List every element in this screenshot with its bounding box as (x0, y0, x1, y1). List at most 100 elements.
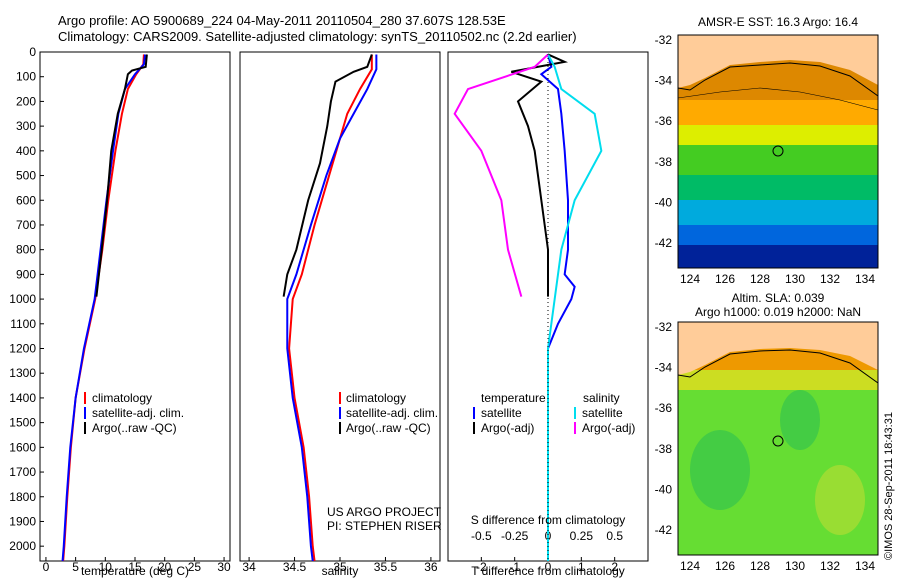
map-y-tick-label: -36 (655, 114, 673, 128)
x-tick-label: 2 (611, 560, 618, 574)
y-tick-label: 1300 (9, 366, 36, 380)
x-tick-label: -1 (509, 560, 520, 574)
map-y-tick-label: -42 (655, 236, 673, 250)
legend-label: Argo(..raw -QC) (92, 421, 177, 435)
series-line-climatology (288, 54, 373, 561)
series-line-temperature-argo-adj- (511, 53, 569, 297)
x-tick-label: 15 (128, 560, 142, 574)
legend-label: satellite-adj. clim. (92, 406, 184, 420)
x-tick-label: 35.5 (374, 560, 398, 574)
map-x-tick-label: 126 (715, 272, 735, 286)
legend-label: satellite (481, 406, 522, 420)
y-tick-label: 900 (16, 267, 36, 281)
series-line-climatology (62, 54, 145, 561)
legend-header-salinity: salinity (583, 391, 620, 405)
x-tick-label: 20 (158, 560, 172, 574)
map-y-tick-label: -40 (655, 195, 673, 209)
salinity-legend: climatology satellite-adj. clim. Argo(..… (339, 391, 438, 435)
y-tick-label: 700 (16, 218, 36, 232)
pi-label: PI: STEPHEN RISER (327, 519, 442, 533)
difference-series (453, 53, 603, 561)
sst-map-title: AMSR-E SST: 16.3 Argo: 16.4 (698, 15, 858, 29)
x-top-tick-label: 0.5 (606, 529, 623, 543)
map-y-tick-label: -40 (655, 482, 673, 496)
y-tick-label: 500 (16, 169, 36, 183)
x-tick-label: 36 (424, 560, 438, 574)
y-tick-label: 100 (16, 70, 36, 84)
y-tick-label: 0 (29, 45, 36, 59)
map-x-tick-label: 128 (750, 272, 770, 286)
y-tick-label: 1800 (9, 490, 36, 504)
sst-map-frame (677, 34, 879, 269)
y-tick-label: 600 (16, 193, 36, 207)
map-y-tick-label: -32 (655, 320, 673, 334)
difference-legend: temperature salinity satellite Argo(-adj… (473, 391, 635, 435)
legend-label: Argo(-adj) (481, 421, 534, 435)
y-tick-label: 2000 (9, 539, 36, 553)
y-tick-label: 200 (16, 94, 36, 108)
x-tick-label: 0 (545, 560, 552, 574)
x-tick-label: 34 (242, 560, 256, 574)
sla-map-frame (677, 321, 879, 556)
x-tick-label: 0 (43, 560, 50, 574)
series-line-satellite-adj-clim- (61, 54, 147, 561)
salinity-panel-frame (239, 51, 441, 562)
y-tick-label: 1400 (9, 391, 36, 405)
legend-label: satellite-adj. clim. (346, 406, 438, 420)
legend-label: climatology (346, 391, 406, 405)
y-tick-label: 1000 (9, 292, 36, 306)
x-tick-label: 10 (99, 560, 113, 574)
series-line-argo-raw-qc- (282, 54, 373, 297)
project-label: US ARGO PROJECT (327, 505, 442, 519)
difference-top-xlabel: S difference from climatology (471, 513, 626, 527)
x-tick-label: 30 (217, 560, 231, 574)
series-line-salinity-argo-adj- (453, 53, 549, 297)
map-axes: -32 -34 -36 -38 -40 -42 124 126 128 130 132 134 -32 -… (655, 33, 876, 573)
temperature-legend: climatology satellite-adj. clim. Argo(..… (84, 391, 184, 435)
series-line-temperature-satellite (539, 54, 576, 561)
x-tick-label: -2 (476, 560, 487, 574)
map-x-tick-label: 134 (855, 559, 875, 573)
map-x-tick-label: 124 (680, 272, 700, 286)
x-top-tick-label: -0.25 (501, 529, 529, 543)
difference-xlabel: T difference from climatology (471, 564, 625, 578)
map-x-tick-label: 132 (820, 272, 840, 286)
y-tick-label: 300 (16, 119, 36, 133)
y-tick-label: 1600 (9, 440, 36, 454)
map-x-tick-label: 124 (680, 559, 700, 573)
salinity-xlabel: salinity (322, 564, 359, 578)
argo-location-marker (772, 435, 784, 447)
x-tick-label: 1 (578, 560, 585, 574)
temperature-xlabel: temperature (deg C) (81, 564, 189, 578)
argo-location-marker (772, 145, 784, 157)
x-tick-label: 34.5 (283, 560, 307, 574)
y-tick-label: 400 (16, 144, 36, 158)
series-line-argo-raw-qc- (95, 54, 148, 297)
difference-x-axis: -2 -1 0 1 2-0.5 -0.25 0 0.25 0.5 (471, 529, 623, 574)
x-top-tick-label: -0.5 (471, 529, 492, 543)
y-tick-label: 1200 (9, 342, 36, 356)
y-tick-label: 1900 (9, 514, 36, 528)
depth-axis: 0 100 200 300 400 500 600 700 800 900 1000 1100 1200… (9, 45, 44, 553)
sla-map-image (678, 322, 878, 555)
map-x-tick-label: 130 (785, 272, 805, 286)
x-top-tick-label: 0.25 (570, 529, 594, 543)
header-line-1: Argo profile: AO 5900689_224 04-May-2011… (58, 13, 506, 28)
legend-header-temperature: temperature (481, 391, 546, 405)
imos-timestamp: ©IMOS 28-Sep-2011 18:43:31 (883, 412, 895, 560)
sst-map-image (678, 35, 878, 268)
y-tick-label: 1700 (9, 465, 36, 479)
series-line-satellite-adj-clim- (286, 54, 378, 561)
map-y-tick-label: -36 (655, 401, 673, 415)
legend-label: Argo(-adj) (582, 421, 635, 435)
map-x-tick-label: 134 (855, 272, 875, 286)
x-tick-label: 35 (333, 560, 347, 574)
legend-label: satellite (582, 406, 623, 420)
salinity-series (282, 54, 378, 561)
map-y-tick-label: -42 (655, 523, 673, 537)
temperature-series (61, 54, 148, 561)
map-x-tick-label: 128 (750, 559, 770, 573)
temperature-x-axis: 0 5 10 15 20 25 30 (43, 557, 231, 574)
map-x-tick-label: 126 (715, 559, 735, 573)
series-line-salinity-satellite (547, 53, 603, 561)
